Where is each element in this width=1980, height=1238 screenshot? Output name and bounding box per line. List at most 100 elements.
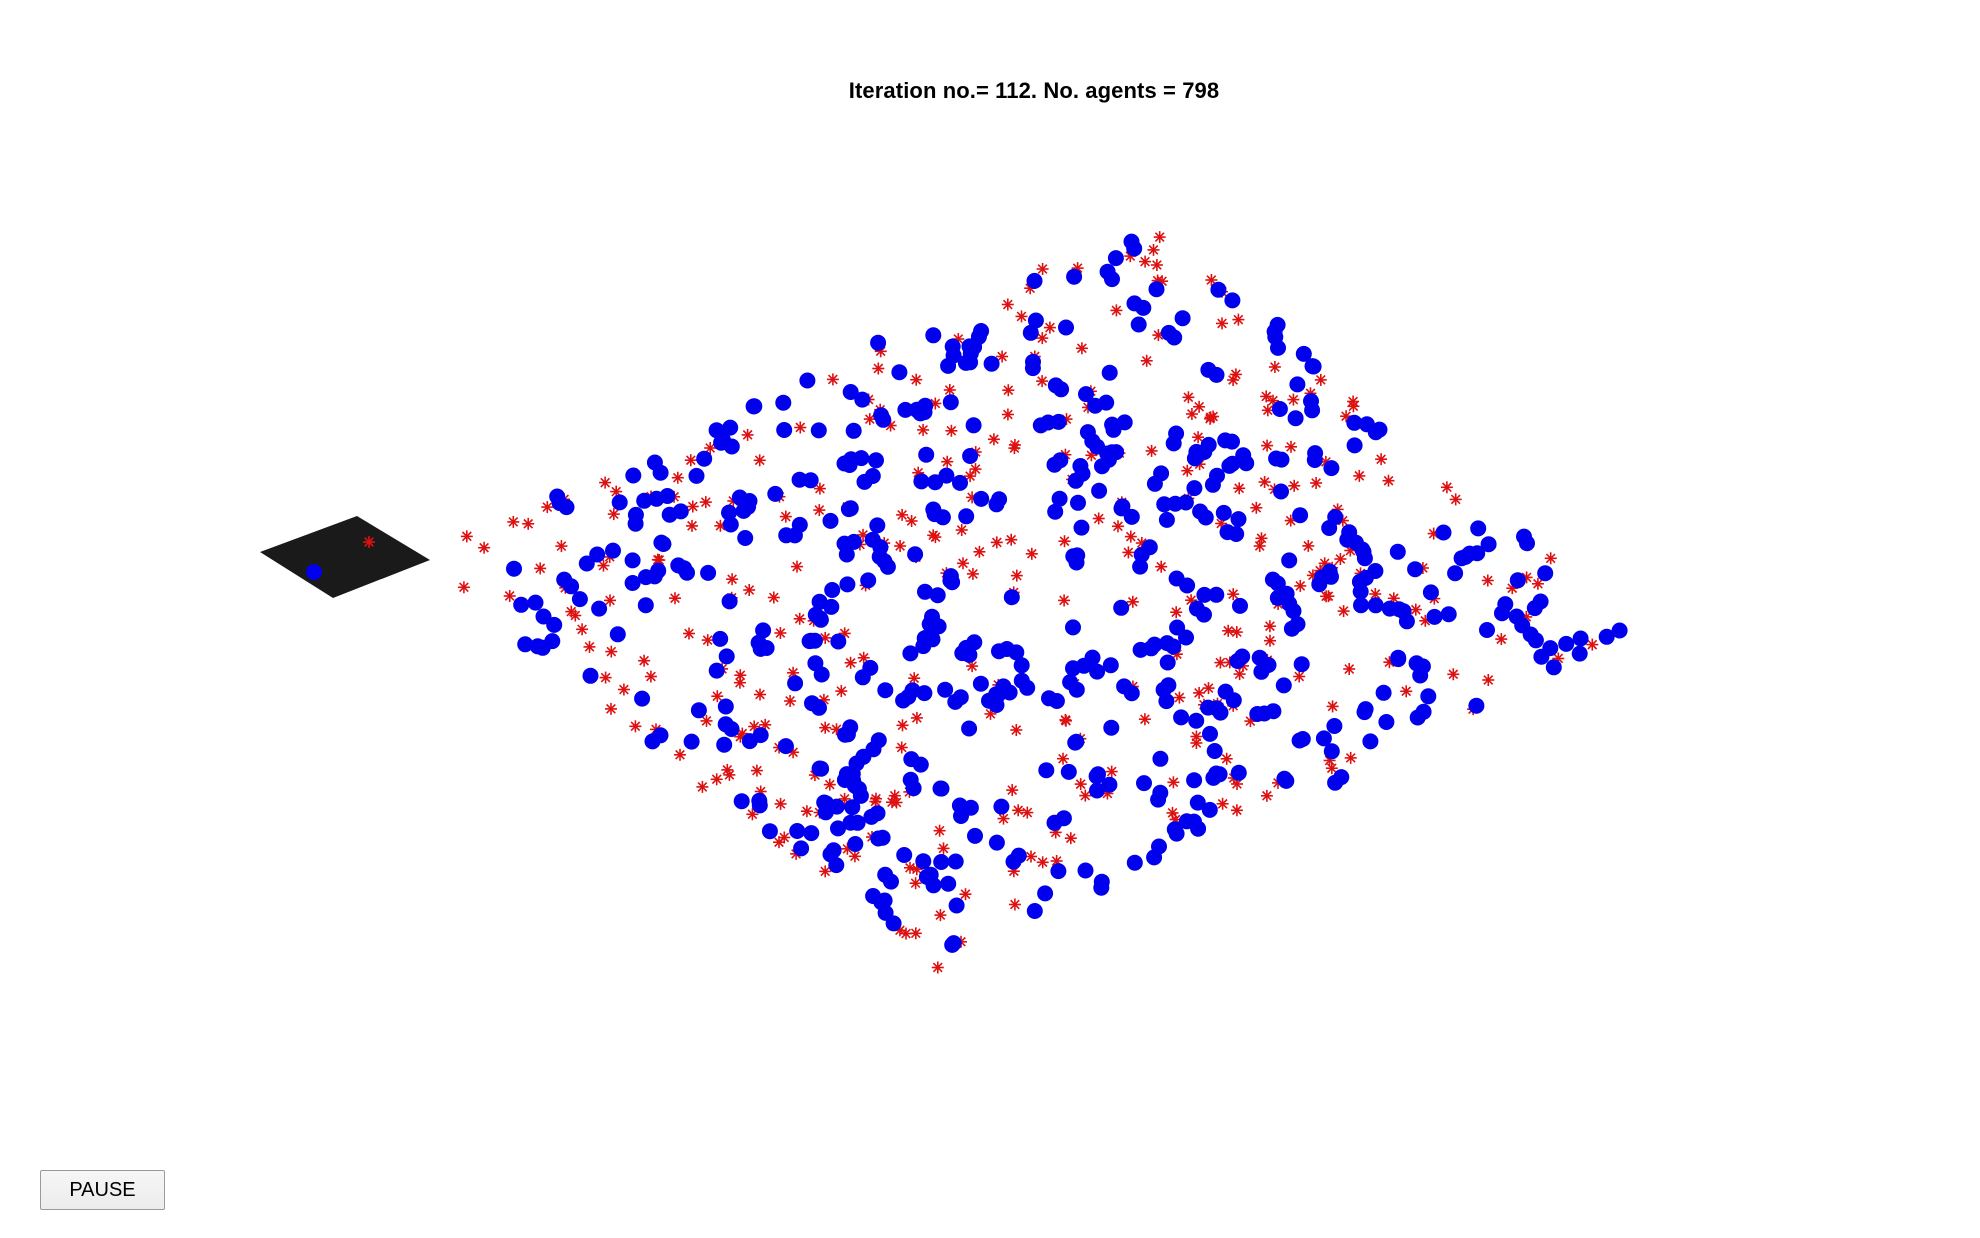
blue-circle-agent xyxy=(696,450,713,467)
blue-circle-agent xyxy=(605,542,621,559)
blue-circle-agent xyxy=(611,494,628,511)
blue-circle-agent xyxy=(1052,452,1069,469)
blue-circle-agent xyxy=(837,726,853,743)
blue-circle-agent xyxy=(983,355,1000,372)
blue-circle-agent xyxy=(652,464,669,481)
red-asterisk-agent xyxy=(1126,595,1139,608)
blue-circle-agent xyxy=(1005,853,1022,870)
red-asterisk-agent xyxy=(1482,674,1495,686)
red-asterisk-agent xyxy=(555,540,568,553)
dark-region-tile xyxy=(260,516,430,598)
red-asterisk-agent xyxy=(1495,633,1508,646)
blue-circle-agent xyxy=(947,693,964,710)
blue-circle-agent xyxy=(637,569,654,586)
blue-circle-agent xyxy=(1494,605,1510,622)
blue-circle-agent xyxy=(1356,550,1373,567)
blue-circle-agent xyxy=(1542,640,1559,657)
blue-circle-agent xyxy=(1186,813,1202,830)
blue-circle-agent xyxy=(549,488,566,505)
red-asterisk-agent xyxy=(1075,342,1088,355)
red-asterisk-agent xyxy=(1229,368,1242,381)
blue-circle-agent xyxy=(1480,536,1497,553)
red-asterisk-agent xyxy=(1181,464,1194,477)
blue-circle-agent xyxy=(804,695,820,712)
blue-circle-agent xyxy=(1347,534,1364,551)
blue-circle-agent xyxy=(1285,603,1302,619)
blue-circle-agent xyxy=(733,793,750,810)
blue-circle-agent xyxy=(1276,770,1293,787)
blue-circle-agent xyxy=(1073,519,1090,536)
blue-circle-agent xyxy=(789,823,806,839)
blue-circle-agent xyxy=(1084,649,1101,666)
blue-circle-agent xyxy=(1101,776,1118,793)
blue-circle-agent xyxy=(993,798,1010,815)
red-asterisk-agent xyxy=(959,888,972,901)
blue-circle-agent xyxy=(1173,709,1190,726)
blue-circle-agent xyxy=(1611,622,1628,639)
red-asterisk-agent xyxy=(1124,530,1137,543)
blue-circle-agent xyxy=(907,546,924,563)
blue-circle-agent xyxy=(1051,490,1068,507)
blue-circle-agent xyxy=(891,364,908,381)
blue-circle-agent xyxy=(1367,597,1384,614)
red-asterisk-agent xyxy=(1005,533,1018,546)
blue-circle-agent xyxy=(1390,651,1407,668)
blue-circle-agent xyxy=(627,506,644,523)
blue-circle-agent xyxy=(1026,272,1043,289)
red-asterisk-agent xyxy=(1059,713,1072,726)
blue-circle-agent xyxy=(924,631,941,648)
blue-circle-agent xyxy=(1327,774,1344,791)
red-asterisk-agent xyxy=(684,454,697,467)
red-asterisk-agent xyxy=(629,720,642,733)
blue-circle-agent xyxy=(745,398,762,415)
blue-circle-agent xyxy=(951,797,968,814)
blue-circle-agent xyxy=(903,751,920,768)
blue-circle-agent xyxy=(1189,794,1206,811)
blue-circle-agent xyxy=(1070,494,1086,511)
blue-circle-agent xyxy=(1150,791,1167,808)
blue-circle-agent xyxy=(1065,619,1081,636)
blue-circle-agent xyxy=(961,720,978,737)
blue-circle-agent xyxy=(1156,496,1173,513)
blue-circle-agent xyxy=(895,692,912,709)
pause-button[interactable]: PAUSE xyxy=(40,1170,165,1210)
blue-circle-agent xyxy=(1315,730,1332,747)
blue-circle-agent xyxy=(873,407,890,424)
red-asterisk-agent xyxy=(1002,384,1015,397)
blue-circle-agent xyxy=(1114,498,1131,515)
blue-circle-agent xyxy=(513,596,530,613)
red-asterisk-agent xyxy=(848,850,861,863)
blue-circle-agent xyxy=(1435,524,1452,541)
blue-circle-agent xyxy=(1174,310,1191,327)
blue-circle-agent xyxy=(869,805,886,822)
red-asterisk-agent xyxy=(1233,482,1246,495)
blue-circle-agent xyxy=(591,600,608,617)
blue-circle-agent xyxy=(761,823,778,840)
red-asterisk-agent xyxy=(934,909,947,922)
blue-circle-agent xyxy=(1091,482,1108,499)
red-asterisk-agent xyxy=(723,768,736,781)
red-asterisk-agent xyxy=(996,350,1009,363)
red-asterisk-agent xyxy=(1043,321,1056,334)
blue-circle-agent xyxy=(717,698,734,715)
blue-circle-agent xyxy=(1146,475,1163,492)
blue-circle-agent xyxy=(777,738,794,755)
blue-circle-agent xyxy=(991,643,1007,660)
red-asterisk-agent xyxy=(794,421,807,434)
red-asterisk-agent xyxy=(1337,605,1350,618)
red-asterisk-agent xyxy=(1006,784,1019,797)
blue-circle-agent xyxy=(1201,801,1218,818)
red-asterisk-agent xyxy=(750,764,763,777)
blue-circle-agent xyxy=(942,572,959,589)
blue-circle-agent xyxy=(872,539,889,556)
blue-circle-agent xyxy=(813,760,830,777)
blue-circle-agent xyxy=(842,384,859,400)
blue-circle-agent xyxy=(1306,452,1323,468)
blue-circle-agent xyxy=(1426,608,1443,625)
red-asterisk-agent xyxy=(696,780,709,793)
blue-circle-agent xyxy=(741,733,758,750)
blue-circle-agent xyxy=(933,854,950,870)
blue-circle-agent xyxy=(958,639,975,656)
blue-circle-agent xyxy=(1067,734,1084,751)
red-asterisk-agent xyxy=(1288,479,1301,492)
